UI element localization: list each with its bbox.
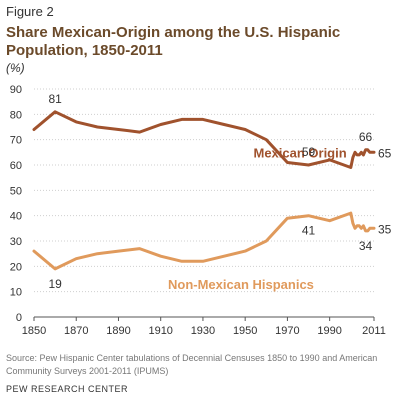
x-axis-ticks: 1850 1870 1890 1910 1930 1950 1970 1990 2011 [22, 317, 386, 337]
x-tick-label: 1950 [233, 325, 257, 337]
data-label: 66 [359, 130, 373, 144]
x-tick-label: 1930 [191, 325, 215, 337]
non-mexican-hispanics-line [32, 211, 376, 271]
data-label: 19 [48, 277, 62, 291]
series-lines [32, 110, 376, 271]
y-tick-label: 80 [10, 109, 22, 121]
data-label: 65 [378, 146, 392, 160]
series-label: Mexican Origin [253, 145, 346, 160]
data-label: 35 [378, 222, 392, 236]
y-tick-label: 20 [10, 261, 22, 273]
data-label: 34 [359, 239, 373, 253]
y-axis-ticks: 0 10 20 30 40 50 60 70 80 90 [10, 84, 22, 324]
mexican-origin-line [32, 110, 376, 169]
data-label: 81 [48, 92, 62, 106]
y-tick-label: 0 [16, 312, 22, 324]
x-tick-label: 1850 [22, 325, 46, 337]
y-tick-label: 40 [10, 211, 22, 223]
grid-lines [34, 88, 374, 318]
y-tick-label: 90 [10, 84, 22, 96]
data-label: 41 [302, 224, 316, 238]
x-tick-label: 1970 [275, 325, 299, 337]
x-tick-label: 2011 [362, 325, 386, 337]
y-tick-label: 70 [10, 135, 22, 147]
x-tick-label: 1870 [64, 325, 88, 337]
data-labels: Mexican Origin Non-Mexican Hispanics 81 59 6… [48, 92, 391, 292]
y-tick-label: 60 [10, 160, 22, 172]
x-tick-label: 1910 [148, 325, 172, 337]
x-tick-label: 1890 [106, 325, 130, 337]
figure-label: Figure 2 [6, 4, 54, 19]
source-note: Source: Pew Hispanic Center tabulations … [6, 353, 378, 376]
unit-label: (%) [6, 61, 25, 75]
y-tick-label: 30 [10, 236, 22, 248]
y-tick-label: 10 [10, 287, 22, 299]
chart-title: Share Mexican-Origin among the U.S. Hisp… [6, 24, 341, 59]
y-tick-label: 50 [10, 185, 22, 197]
x-tick-label: 1990 [317, 325, 341, 337]
series-label: Non-Mexican Hispanics [168, 277, 314, 292]
data-label: 59 [302, 145, 316, 159]
organization-credit: PEW RESEARCH CENTER [6, 384, 129, 394]
